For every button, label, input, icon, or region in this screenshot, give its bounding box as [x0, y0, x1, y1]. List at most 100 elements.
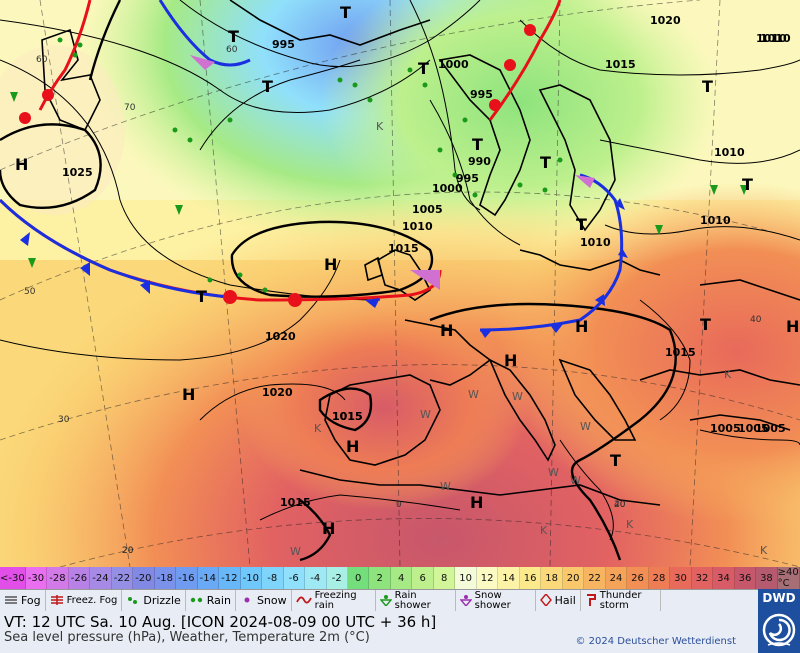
dwd-swirl-icon [762, 613, 796, 647]
temperature-scale-cell: -6 [283, 567, 306, 589]
legend-label: Hail [554, 594, 576, 607]
temperature-scale-cell: 26 [627, 567, 649, 589]
rain-shower-icon [379, 594, 393, 608]
legend-label: Rain shower [394, 590, 431, 611]
drizzle-icon [126, 594, 140, 608]
high-pressure-center: H [324, 255, 337, 274]
hail-icon [539, 592, 552, 608]
snow-icon [240, 594, 254, 608]
low-pressure-center: T [576, 215, 587, 234]
graticule-label: 60 [36, 55, 48, 65]
map-footer: VT: 12 UTC Sa. 10 Aug. [ICON 2024-08-09 … [0, 611, 758, 653]
graticule-label: 50 [24, 287, 36, 297]
high-pressure-center: H [440, 321, 453, 340]
freezing-rain-icon [295, 594, 312, 608]
legend-label: Snow [256, 594, 287, 607]
weather-letter: W [548, 466, 559, 479]
isobar-labels: 1025102010201015101510101010101010101005… [62, 14, 791, 509]
isobar-label: 1010 [756, 32, 787, 45]
rain-icon [190, 594, 204, 608]
dwd-logo: DWD [758, 589, 800, 653]
temperature-scale-cell: -30 [25, 567, 48, 589]
isobar-label: 1010 [580, 236, 611, 249]
isobar-label: 1015 [332, 410, 363, 423]
temperature-scale-cell: 18 [541, 567, 563, 589]
weather-symbol-legend: Fog Freez. Fog Drizzle Rain Snow Freezing rai… [0, 589, 758, 613]
legend-label: Rain [206, 594, 231, 607]
temperature-scale-cell: 2 [369, 567, 391, 589]
low-pressure-center: T [228, 27, 239, 46]
temperature-scale-cell: -28 [47, 567, 69, 589]
isobar-label: 995 [272, 38, 295, 51]
legend-rain-shower: Rain shower [376, 590, 456, 612]
freezing-fog-icon [50, 594, 64, 608]
temperature-scale-cell: 20 [562, 567, 585, 589]
high-pressure-center: H [182, 385, 195, 404]
legend-fog: Fog [0, 590, 46, 612]
temperature-scale-cell: -18 [154, 567, 177, 589]
temperature-scale-cell: 28 [648, 567, 671, 589]
temperature-scale-cell: 32 [691, 567, 714, 589]
isobar-label: 995 [470, 88, 493, 101]
isobar-label: 1010 [714, 146, 745, 159]
legend-label: Snow shower [474, 590, 511, 611]
weather-letter: W [468, 388, 479, 401]
fog-icon [4, 594, 18, 608]
isobar-label: 995 [456, 172, 479, 185]
temperature-scale-cell: -4 [305, 567, 327, 589]
high-pressure-center: H [575, 317, 588, 336]
coastlines [41, 0, 800, 506]
temperature-scale-cell: 4 [390, 567, 413, 589]
isobar-label: 1020 [265, 330, 296, 343]
temperature-scale-cell: 38 [756, 567, 778, 589]
legend-freezing-rain: Freezing rain [292, 590, 376, 612]
temperature-scale-cell: -26 [68, 567, 91, 589]
legend-label: Thunder storm [599, 590, 642, 611]
weather-letter: K [626, 518, 634, 531]
low-pressure-center: T [742, 175, 753, 194]
thunderstorm-icon [585, 594, 597, 608]
legend-snow: Snow [236, 590, 292, 612]
high-pressure-center: H [322, 519, 335, 538]
pressure-center-labels: H H H H H H H H H H T T T T T T T T T T T T [15, 3, 799, 538]
temperature-scale-cell: -20 [133, 567, 155, 589]
isobar-label: 1005 [738, 422, 769, 435]
graticule-label: 60 [226, 45, 238, 55]
temperature-scale-cell: -12 [219, 567, 241, 589]
temperature-scale-cell: -22 [111, 567, 134, 589]
graticule-label: 30 [58, 415, 70, 425]
isobar-label: 1010 [760, 32, 791, 45]
isobar-label: 1010 [402, 220, 433, 233]
temperature-scale-cell: 14 [498, 567, 520, 589]
temperature-scale-cell: -24 [90, 567, 112, 589]
temperature-scale-cell: 6 [412, 567, 434, 589]
temperature-scale-cell: -16 [176, 567, 198, 589]
low-pressure-center: T [262, 77, 273, 96]
precipitation-markers [10, 37, 748, 293]
low-pressure-center: T [540, 153, 551, 172]
temperature-scale-cell: 30 [670, 567, 692, 589]
temperature-scale-cell: -8 [262, 567, 284, 589]
isobar-label: 1005 [710, 422, 741, 435]
fronts [0, 0, 628, 338]
weather-letter: K [540, 524, 548, 537]
legend-rain: Rain [186, 590, 236, 612]
legend-thunderstorm: Thunder storm [581, 590, 661, 612]
legend-snow-shower: Snow shower [456, 590, 536, 612]
isobar-label: 1020 [650, 14, 681, 27]
temperature-scale-cell: -10 [240, 567, 263, 589]
isobar-label: 1000 [432, 182, 463, 195]
isobar-label: 1020 [262, 386, 293, 399]
low-pressure-center: T [196, 287, 207, 306]
weather-map: 1025 1020 1020 1015 1015 1010 1010 1010 1010 1005… [0, 0, 800, 567]
graticule-label: 0 [396, 500, 402, 510]
temperature-scale-cell: <-30 [0, 567, 26, 589]
snow-shower-icon [459, 594, 473, 608]
weather-letter: K [314, 422, 322, 435]
low-pressure-center: T [472, 135, 483, 154]
legend-hail: Hail [536, 590, 581, 612]
isobar-label: 1015 [388, 242, 419, 255]
high-pressure-center: H [346, 437, 359, 456]
